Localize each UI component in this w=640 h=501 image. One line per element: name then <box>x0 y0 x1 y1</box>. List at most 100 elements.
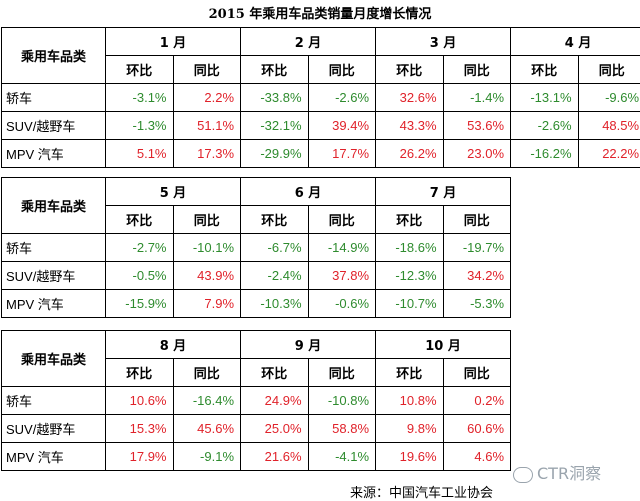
category-label: MPV 汽车 <box>2 140 106 168</box>
mom-header: 环比 <box>241 359 309 387</box>
category-label: MPV 汽车 <box>2 443 106 471</box>
watermark: CTR洞察 <box>513 460 601 484</box>
value-cell: 39.4% <box>308 112 376 140</box>
month-header: 5 月 <box>106 178 241 206</box>
value-cell: -12.3% <box>376 262 444 290</box>
value-cell: -1.3% <box>106 112 174 140</box>
month-header: 9 月 <box>241 331 376 359</box>
value-cell: -29.9% <box>241 140 309 168</box>
value-cell: -18.6% <box>376 234 444 262</box>
value-cell: -32.1% <box>241 112 309 140</box>
watermark-text: CTR洞察 <box>537 464 601 483</box>
month-header: 10 月 <box>376 331 511 359</box>
value-cell: -2.6% <box>511 112 579 140</box>
value-cell: 17.3% <box>173 140 241 168</box>
mom-header: 环比 <box>106 56 174 84</box>
yoy-header: 同比 <box>578 56 640 84</box>
month-header: 8 月 <box>106 331 241 359</box>
value-cell: -3.1% <box>106 84 174 112</box>
value-cell: 26.2% <box>376 140 444 168</box>
value-cell: 58.8% <box>308 415 376 443</box>
value-cell: -19.7% <box>443 234 511 262</box>
value-cell: 22.2% <box>578 140 640 168</box>
category-label: SUV/越野车 <box>2 262 106 290</box>
yoy-header: 同比 <box>173 359 241 387</box>
value-cell: -10.7% <box>376 290 444 318</box>
value-cell: 17.7% <box>308 140 376 168</box>
value-cell: 25.0% <box>241 415 309 443</box>
value-cell: 43.9% <box>173 262 241 290</box>
value-cell: -2.4% <box>241 262 309 290</box>
value-cell: 37.8% <box>308 262 376 290</box>
value-cell: -10.1% <box>173 234 241 262</box>
category-label: 轿车 <box>2 234 106 262</box>
mom-header: 环比 <box>376 56 444 84</box>
page-title: 2015 年乘用车品类销量月度增长情况 <box>0 3 640 22</box>
table-row: SUV/越野车-1.3%51.1%-32.1%39.4%43.3%53.6%-2… <box>2 112 640 140</box>
value-cell: -15.9% <box>106 290 174 318</box>
value-cell: 17.9% <box>106 443 174 471</box>
mom-header: 环比 <box>241 206 309 234</box>
value-cell: -9.6% <box>578 84 640 112</box>
yoy-header: 同比 <box>308 206 376 234</box>
value-cell: -0.5% <box>106 262 174 290</box>
yoy-header: 同比 <box>308 56 376 84</box>
mom-header: 环比 <box>106 359 174 387</box>
value-cell: 0.2% <box>443 387 511 415</box>
value-cell: -9.1% <box>173 443 241 471</box>
value-cell: 2.2% <box>173 84 241 112</box>
mom-header: 环比 <box>376 359 444 387</box>
value-cell: 24.9% <box>241 387 309 415</box>
value-cell: -0.6% <box>308 290 376 318</box>
value-cell: 34.2% <box>443 262 511 290</box>
value-cell: 7.9% <box>173 290 241 318</box>
value-cell: -2.6% <box>308 84 376 112</box>
value-cell: 10.6% <box>106 387 174 415</box>
value-cell: 45.6% <box>173 415 241 443</box>
value-cell: -10.3% <box>241 290 309 318</box>
value-cell: -13.1% <box>511 84 579 112</box>
table-row: 轿车-3.1%2.2%-33.8%-2.6%32.6%-1.4%-13.1%-9… <box>2 84 640 112</box>
month-header: 3 月 <box>376 28 511 56</box>
value-cell: -10.8% <box>308 387 376 415</box>
value-cell: 4.6% <box>443 443 511 471</box>
value-cell: 60.6% <box>443 415 511 443</box>
yoy-header: 同比 <box>443 206 511 234</box>
value-cell: 53.6% <box>443 112 511 140</box>
value-cell: 5.1% <box>106 140 174 168</box>
value-cell: -5.3% <box>443 290 511 318</box>
yoy-header: 同比 <box>443 359 511 387</box>
category-header: 乘用车品类 <box>2 178 106 234</box>
category-label: SUV/越野车 <box>2 415 106 443</box>
value-cell: -16.2% <box>511 140 579 168</box>
wechat-icon <box>513 467 533 483</box>
category-label: 轿车 <box>2 84 106 112</box>
mom-header: 环比 <box>376 206 444 234</box>
value-cell: 48.5% <box>578 112 640 140</box>
category-label: 轿车 <box>2 387 106 415</box>
category-header: 乘用车品类 <box>2 28 106 84</box>
mom-header: 环比 <box>511 56 579 84</box>
month-header: 2 月 <box>241 28 376 56</box>
value-cell: 9.8% <box>376 415 444 443</box>
table-row: SUV/越野车-0.5%43.9%-2.4%37.8%-12.3%34.2% <box>2 262 511 290</box>
value-cell: -2.7% <box>106 234 174 262</box>
value-cell: -33.8% <box>241 84 309 112</box>
value-cell: -6.7% <box>241 234 309 262</box>
mom-header: 环比 <box>106 206 174 234</box>
value-cell: 43.3% <box>376 112 444 140</box>
value-cell: 19.6% <box>376 443 444 471</box>
table-row: MPV 汽车-15.9%7.9%-10.3%-0.6%-10.7%-5.3% <box>2 290 511 318</box>
value-cell: 32.6% <box>376 84 444 112</box>
month-header: 1 月 <box>106 28 241 56</box>
yoy-header: 同比 <box>308 359 376 387</box>
value-cell: -1.4% <box>443 84 511 112</box>
category-label: MPV 汽车 <box>2 290 106 318</box>
